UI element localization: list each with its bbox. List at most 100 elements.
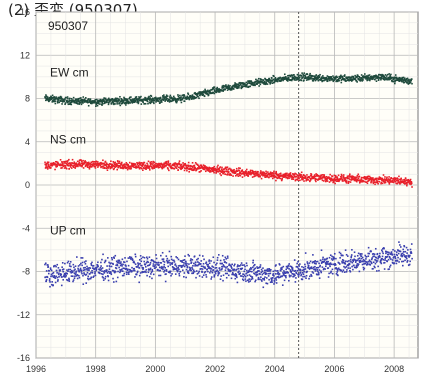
data-point bbox=[171, 273, 173, 275]
data-point bbox=[304, 263, 306, 266]
data-point bbox=[317, 74, 320, 77]
data-point bbox=[354, 255, 356, 258]
data-point bbox=[238, 173, 241, 175]
data-point bbox=[264, 176, 267, 178]
data-point bbox=[329, 262, 332, 264]
data-point bbox=[234, 263, 236, 266]
data-point bbox=[283, 77, 286, 79]
data-point bbox=[191, 165, 194, 168]
data-point bbox=[94, 165, 97, 167]
data-point bbox=[134, 276, 136, 278]
data-point bbox=[138, 274, 141, 277]
data-point bbox=[354, 177, 357, 180]
data-point bbox=[118, 266, 120, 269]
data-point bbox=[186, 265, 189, 267]
data-point bbox=[82, 274, 84, 277]
data-point bbox=[409, 81, 412, 83]
data-point bbox=[329, 177, 332, 180]
data-point bbox=[403, 182, 406, 185]
data-point bbox=[349, 267, 351, 269]
data-point bbox=[254, 172, 256, 175]
data-point bbox=[336, 80, 339, 83]
data-point bbox=[82, 163, 84, 166]
data-point bbox=[219, 269, 221, 271]
data-point bbox=[136, 101, 138, 104]
data-point bbox=[375, 257, 378, 259]
data-point bbox=[343, 265, 345, 268]
data-point bbox=[315, 77, 318, 79]
data-point bbox=[65, 160, 67, 163]
data-point bbox=[177, 94, 179, 96]
data-point bbox=[341, 174, 343, 177]
data-point bbox=[220, 174, 222, 177]
data-point bbox=[285, 268, 288, 271]
data-point bbox=[198, 166, 201, 168]
data-point bbox=[165, 268, 168, 271]
data-point bbox=[356, 81, 358, 83]
data-point bbox=[88, 101, 91, 103]
data-point bbox=[61, 266, 63, 268]
data-point bbox=[300, 171, 303, 174]
data-point bbox=[363, 180, 365, 183]
data-point bbox=[253, 268, 256, 270]
data-point bbox=[272, 275, 275, 277]
data-point bbox=[215, 91, 218, 94]
data-point bbox=[144, 270, 146, 273]
data-point bbox=[348, 260, 350, 262]
data-point bbox=[349, 270, 352, 273]
data-point bbox=[200, 170, 202, 172]
data-point bbox=[320, 270, 322, 272]
data-point bbox=[68, 100, 70, 103]
data-point bbox=[149, 267, 152, 270]
data-point bbox=[322, 180, 325, 182]
data-point bbox=[140, 260, 143, 263]
data-point bbox=[306, 73, 309, 76]
data-point bbox=[334, 179, 337, 182]
data-point bbox=[201, 268, 204, 270]
data-point bbox=[100, 103, 103, 105]
data-point bbox=[208, 166, 211, 169]
data-point bbox=[74, 268, 76, 271]
data-point bbox=[178, 274, 181, 277]
data-point bbox=[202, 91, 204, 94]
data-point bbox=[70, 271, 73, 274]
data-point bbox=[387, 76, 390, 79]
data-point bbox=[333, 179, 335, 182]
data-point bbox=[187, 253, 190, 256]
data-point bbox=[335, 176, 337, 178]
data-point bbox=[377, 182, 379, 185]
data-point bbox=[289, 269, 292, 271]
data-point bbox=[50, 275, 52, 278]
data-point bbox=[174, 98, 177, 100]
data-point bbox=[330, 76, 332, 78]
data-point bbox=[250, 268, 253, 270]
data-point bbox=[340, 74, 342, 77]
data-point bbox=[175, 256, 177, 258]
data-point bbox=[317, 273, 320, 276]
data-point bbox=[76, 256, 78, 258]
data-point bbox=[255, 81, 258, 83]
series-1 bbox=[44, 158, 413, 188]
data-point bbox=[351, 265, 353, 268]
data-point bbox=[290, 271, 292, 274]
data-point bbox=[338, 263, 341, 265]
data-point bbox=[157, 261, 160, 264]
data-point bbox=[290, 265, 293, 268]
data-point bbox=[262, 79, 265, 82]
data-point bbox=[207, 270, 209, 273]
data-point bbox=[383, 268, 386, 270]
data-point bbox=[169, 162, 172, 165]
data-point bbox=[318, 177, 320, 179]
data-point bbox=[369, 177, 372, 180]
data-point bbox=[139, 262, 141, 265]
data-point bbox=[212, 256, 215, 259]
data-point bbox=[382, 75, 384, 78]
data-point bbox=[179, 99, 182, 102]
data-point bbox=[161, 251, 164, 254]
data-point bbox=[131, 164, 133, 166]
data-point bbox=[130, 269, 132, 272]
data-point bbox=[344, 79, 346, 81]
data-point bbox=[74, 275, 76, 278]
data-point bbox=[68, 168, 71, 170]
data-point bbox=[334, 174, 337, 177]
